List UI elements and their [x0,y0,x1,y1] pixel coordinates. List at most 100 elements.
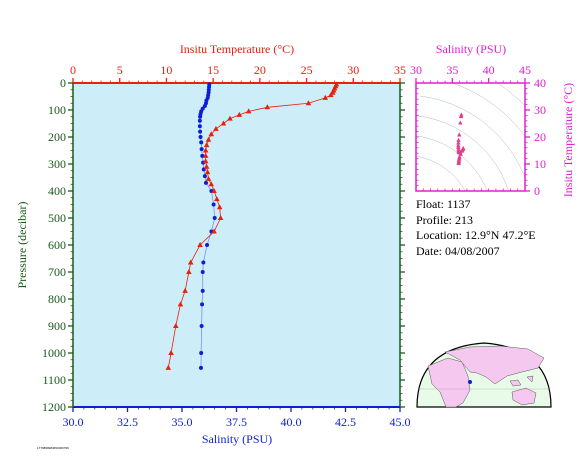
temperature-point [211,188,217,193]
temperature-point [203,163,210,169]
map-land-eurasia [444,345,545,385]
inset-salinity-tick-label: 45 [519,63,531,77]
temperature-point [177,301,184,307]
salinity-point [200,270,205,274]
salinity-tick-label: 37.5 [226,415,247,429]
salinity-point [200,288,205,293]
salinity-tick-label: 30.0 [63,415,84,429]
temperature-point [217,215,224,220]
temperature-tick-label: 35 [394,63,406,77]
ts-point [456,160,461,166]
salinity-point [198,114,203,119]
temperature-point [211,228,217,234]
temperature-point [172,323,179,328]
temperature-point [208,181,215,187]
salinity-point [212,216,217,220]
temperature-tick-label: 20 [254,63,266,77]
float-info: Float: 1137 Profile: 213 Location: 12.9°… [416,197,536,259]
inset-temperature-tick-label: 30 [534,103,546,117]
map-land-australia [511,387,537,406]
pressure-tick-label: 700 [48,265,66,279]
pressure-tick-label: 0 [60,76,66,90]
temperature-tick-label: 0 [70,63,76,77]
temperature-tick-label: 30 [347,63,359,77]
temperature-point [165,364,172,370]
inset-temperature-tick-label: 10 [534,157,546,171]
pressure-tick-label: 800 [48,292,66,306]
temperature-point [236,111,243,117]
temperature-point [328,92,334,98]
temperature-point [205,136,212,142]
temperature-point [245,108,252,114]
float-location: Location: 12.9°N 47.2°E [416,228,536,242]
profile-number: Profile: 213 [416,212,473,227]
pressure-tick-label: 1100 [42,373,66,387]
ts-point [458,113,464,119]
isopycnal-curve [416,135,488,191]
temperature-point [203,142,210,148]
salinity-point [200,302,205,307]
salinity-point [199,351,204,355]
temperature-point [227,115,233,121]
temperature-point [220,120,227,126]
salinity-point [199,140,204,145]
left-axis-title: Pressure (decibar) [15,202,29,289]
salinity-point [202,174,207,179]
bottom-axis-title: Salinity (PSU) [202,432,272,446]
salinity-point [201,260,206,265]
ts-point [456,145,461,150]
salinity-point [205,243,210,247]
pressure-tick-label: 900 [48,319,66,333]
pressure-tick-label: 200 [48,130,66,144]
location-map [416,342,552,408]
temperature-point [186,269,192,274]
temperature-point [216,204,223,210]
pressure-tick-label: 1200 [42,400,66,414]
map-land-islands [509,375,534,387]
salinity-point [199,147,204,152]
ts-point [456,137,461,142]
salinity-point [200,153,205,158]
inset-salinity-tick-label: 35 [446,63,458,77]
salinity-point [198,135,203,139]
inset-salinity-tick-label: 30 [410,63,422,77]
pressure-tick-label: 300 [48,157,66,171]
isopycnal-curve [416,155,466,191]
temperature-point [202,158,209,164]
salinity-point [199,324,204,328]
inset-temperature-tick-label: 20 [534,130,546,144]
float-number: Float: 1137 [416,197,471,211]
temperature-point [204,169,211,175]
temperature-point [264,104,271,110]
salinity-point [211,202,216,207]
temperature-point [208,131,215,137]
credit-text: 1779899984650300796 [37,446,69,450]
pressure-tick-label: 1000 [42,346,66,360]
salinity-tick-label: 45.0 [390,415,411,429]
temperature-point [187,259,194,265]
temperature-point [182,287,188,293]
salinity-point [197,124,202,129]
salinity-tick-label: 40.0 [281,415,302,429]
salinity-point [198,129,203,134]
temperature-point [202,147,209,153]
temperature-tick-label: 15 [207,63,219,77]
salinity-point [203,180,208,185]
temperature-point [213,125,219,131]
pressure-tick-label: 400 [48,184,66,198]
temperature-point [202,152,209,158]
inset-temperature-tick-label: 40 [534,76,546,90]
temperature-point [197,242,203,247]
temperature-point [322,94,329,100]
temperature-point [305,100,312,106]
map-land-africa [427,357,471,408]
pressure-tick-label: 500 [48,211,66,225]
temperature-tick-label: 5 [117,63,123,77]
isopycnal-curve [419,95,525,179]
profile-date: Date: 04/08/2007 [416,243,500,258]
salinity-point [202,103,207,108]
inset-salinity-tick-label: 40 [483,63,495,77]
salinity-point [197,118,202,123]
inset-top-axis-title: Salinity (PSU) [436,42,506,56]
